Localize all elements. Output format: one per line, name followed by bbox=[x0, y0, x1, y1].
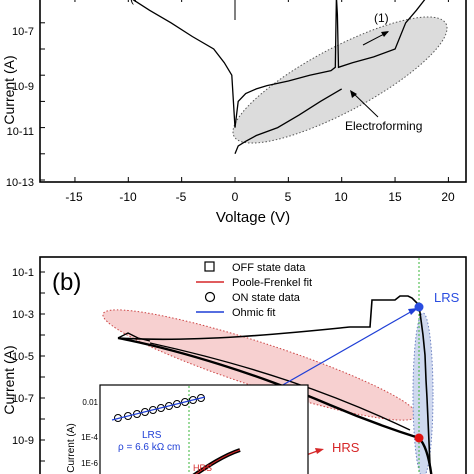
inset-on-marker bbox=[157, 404, 165, 412]
x-tick-label: -10 bbox=[119, 190, 137, 204]
inset-on-marker bbox=[141, 408, 149, 416]
inset-ohmic-fit bbox=[111, 396, 206, 421]
inset-lrs-label: LRS bbox=[142, 430, 162, 441]
inset: 0.01 1E-4 1E-6 Current (A) LRS ρ = 6.6 k… bbox=[66, 384, 309, 474]
data-lines-b bbox=[117, 295, 433, 474]
legend-label: Ohmic fit bbox=[232, 307, 275, 319]
inset-on-marker bbox=[149, 406, 157, 414]
inset-on-markers bbox=[111, 394, 206, 422]
x-tick-label: 20 bbox=[441, 190, 455, 204]
y-tick-label: 10-13 bbox=[6, 177, 34, 189]
legend-label: OFF state data bbox=[232, 262, 306, 274]
inset-y-tick-label: 0.01 bbox=[82, 398, 98, 407]
x-tick-label: -5 bbox=[176, 190, 187, 204]
y-tick-label: 10-9 bbox=[12, 81, 34, 93]
y-ticks-b bbox=[40, 271, 45, 462]
arrowhead bbox=[381, 31, 389, 37]
y-tick-label: 10-1 bbox=[12, 267, 34, 279]
x-tick-label: -15 bbox=[65, 190, 83, 204]
arrowhead bbox=[315, 448, 324, 454]
arrowhead bbox=[350, 90, 357, 98]
y-tick-label: 10-9 bbox=[12, 435, 34, 447]
electroforming-region bbox=[232, 16, 448, 144]
legend-label: ON state data bbox=[232, 292, 301, 304]
x-tick-label: 15 bbox=[388, 190, 402, 204]
plot-frame-a bbox=[39, 0, 467, 183]
y-tick-label: 10-7 bbox=[12, 393, 34, 405]
hrs-marker bbox=[414, 433, 424, 443]
legend-marker-on bbox=[204, 291, 216, 303]
inset-on-marker bbox=[165, 402, 173, 410]
annotation-electroforming: Electroforming bbox=[345, 119, 422, 133]
inset-on-marker bbox=[133, 410, 141, 418]
legend-marker-off bbox=[204, 261, 215, 272]
y-tick-label: 10-5 bbox=[12, 351, 34, 363]
legend: OFF state data Poole-Frenkel fit ON stat… bbox=[196, 261, 312, 319]
hrs-label: HRS bbox=[332, 440, 360, 455]
data-line-2 bbox=[234, 88, 343, 155]
inset-y-tick-label: 1E-4 bbox=[81, 433, 98, 442]
legend-label: Poole-Frenkel fit bbox=[232, 277, 312, 289]
plot-frame-b bbox=[39, 256, 467, 474]
x-tick-label: 5 bbox=[285, 190, 292, 204]
on-state-curve bbox=[117, 295, 431, 466]
inset-hrs-label: HRS bbox=[193, 463, 212, 473]
inset-pf-fit bbox=[195, 449, 241, 474]
panel-b: (b) 10-1 10-3 10-5 10-7 10-9 Current (A)… bbox=[1, 256, 467, 474]
data-line-0 bbox=[132, 0, 236, 128]
y-axis-label: Current (A) bbox=[1, 345, 17, 414]
x-axis-label: Voltage (V) bbox=[216, 209, 290, 226]
y-axis-label: Current (A) bbox=[1, 55, 17, 124]
lrs-marker bbox=[414, 302, 424, 312]
data-lines-a bbox=[132, 0, 426, 155]
lrs-label: LRS bbox=[434, 290, 460, 305]
inset-on-marker bbox=[173, 400, 181, 408]
inset-on-marker bbox=[124, 412, 132, 420]
panel-label: (b) bbox=[52, 269, 81, 296]
inset-hrs-curve bbox=[192, 448, 241, 474]
y-tick-label: 10-3 bbox=[12, 309, 34, 321]
inset-on-marker bbox=[181, 398, 189, 406]
y-tick-label: 10-7 bbox=[12, 26, 34, 38]
panel-a: 10-7 10-9 10-11 10-13 -15 -10 -5 0 5 10 … bbox=[1, 0, 467, 226]
x-tick-label: 10 bbox=[334, 190, 348, 204]
x-tick-label: 0 bbox=[232, 190, 239, 204]
off-state-return bbox=[149, 342, 411, 431]
y-tick-label: 10-11 bbox=[7, 126, 34, 138]
inset-y-axis-label: Current (A) bbox=[66, 423, 77, 472]
annotation-partial: (l bbox=[130, 0, 137, 5]
off-state-curve bbox=[117, 336, 433, 474]
inset-rho-label: ρ = 6.6 kΩ cm bbox=[118, 442, 180, 453]
annotation-1: (1) bbox=[374, 11, 389, 25]
annotation-arrow-electroforming bbox=[351, 91, 379, 118]
data-line-1 bbox=[234, 0, 426, 128]
y-ticks-a bbox=[40, 22, 45, 181]
inset-y-tick-label: 1E-6 bbox=[81, 459, 98, 468]
inset-on-marker bbox=[197, 394, 205, 402]
inset-on-marker bbox=[189, 396, 197, 404]
